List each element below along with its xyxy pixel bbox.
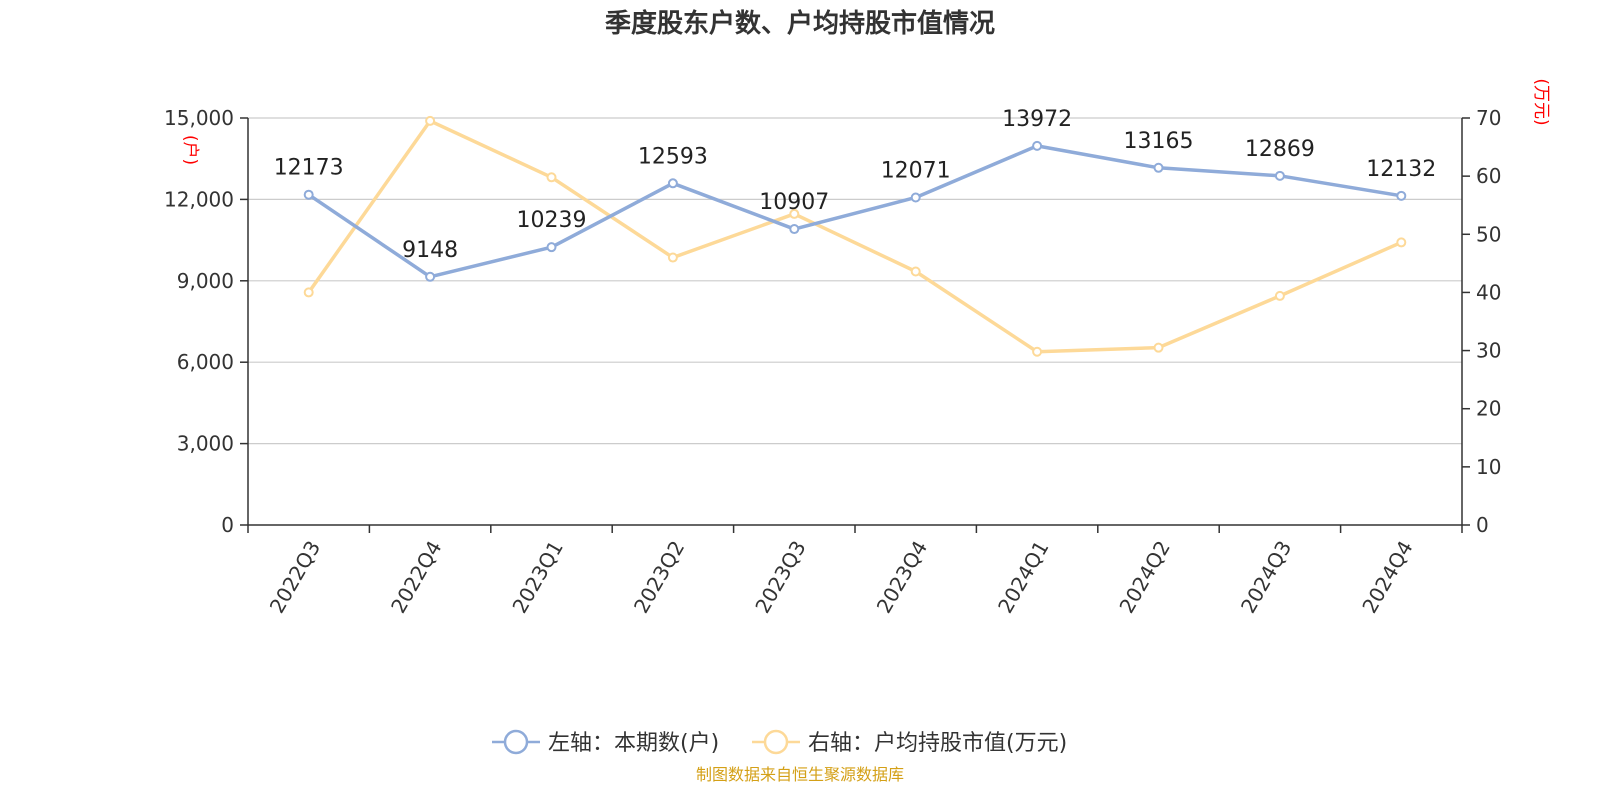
point-avg-value[interactable] [546,172,557,183]
x-tick-label: 2022Q4 [386,537,446,618]
data-label: 12071 [881,158,951,183]
point-holders[interactable] [1396,190,1407,201]
x-tick-label: 2023Q2 [629,537,689,618]
right-tick-label: 60 [1476,164,1501,188]
right-axis-unit-label: (万元) [1531,78,1551,125]
left-axis-unit-label: (户) [180,135,200,165]
left-tick-label: 3,000 [177,432,234,456]
legend-label: 左轴：本期数(户) [548,731,719,756]
left-tick-label: 0 [221,513,234,537]
right-axis-ticks: 0 10 20 30 40 50 60 70 [1462,106,1501,537]
legend-swatch-marker [763,729,789,755]
data-label: 12132 [1366,157,1436,182]
point-holders[interactable] [546,242,557,253]
x-tick-label: 2023Q1 [507,537,567,618]
data-label: 9148 [402,238,458,263]
x-tick-label: 2024Q2 [1114,537,1174,618]
point-avg-value[interactable] [910,266,921,277]
data-label: 10239 [517,208,587,233]
left-tick-label: 9,000 [177,269,234,293]
right-tick-label: 40 [1476,280,1501,304]
series-layer [303,115,1407,357]
x-tick-label: 2023Q3 [750,537,810,618]
grid-lines [248,117,1462,445]
point-avg-value[interactable] [303,287,314,298]
point-holders[interactable] [303,189,314,200]
right-tick-label: 10 [1476,455,1501,479]
data-label: 12869 [1245,137,1315,162]
legend-item[interactable]: 右轴：户均持股市值(万元) [752,729,1067,756]
left-tick-label: 12,000 [164,187,234,211]
data-label: 13972 [1002,107,1072,132]
x-tick-label: 2024Q3 [1236,537,1296,618]
left-tick-label: 6,000 [177,350,234,374]
point-avg-value[interactable] [425,115,436,126]
point-holders[interactable] [1274,170,1285,181]
point-avg-value[interactable] [1153,342,1164,353]
right-tick-label: 70 [1476,106,1501,130]
point-avg-value[interactable] [1032,346,1043,357]
right-tick-label: 30 [1476,339,1501,363]
x-tick-label: 2023Q4 [872,537,932,618]
left-axis-ticks: 0 3,000 6,000 9,000 12,000 15,000 [164,106,248,537]
point-holders[interactable] [1032,140,1043,151]
x-tick-label: 2024Q1 [993,537,1053,618]
right-tick-label: 50 [1476,222,1501,246]
legend-swatch-marker [503,729,529,755]
point-avg-value[interactable] [789,208,800,219]
point-holders[interactable] [910,192,921,203]
data-label: 13165 [1124,129,1194,154]
point-holders[interactable] [789,224,800,235]
legend-label: 右轴：户均持股市值(万元) [808,731,1067,756]
legend[interactable]: 左轴：本期数(户) 右轴：户均持股市值(万元) [492,729,1067,756]
source-note: 制图数据来自恒生聚源数据库 [696,765,904,784]
data-label: 12173 [274,156,344,181]
point-holders[interactable] [425,271,436,282]
point-holders[interactable] [667,178,678,189]
x-tick-label: 2022Q3 [265,537,325,618]
point-holders[interactable] [1153,162,1164,173]
data-label: 10907 [759,190,829,215]
point-avg-value[interactable] [667,252,678,263]
series-line-avg-value [307,119,1403,354]
chart-title: 季度股东户数、户均持股市值情况 [605,8,995,39]
data-label: 12593 [638,144,708,169]
point-avg-value[interactable] [1274,290,1285,301]
data-labels: 12173 9148 10239 12593 10907 12071 13972 13165 1… [274,107,1437,263]
x-axis-ticks: 2022Q3 2022Q4 2023Q1 2023Q2 2023Q3 2023Q4 2024… [247,525,1463,618]
point-avg-value[interactable] [1396,237,1407,248]
x-tick-label: 2024Q4 [1357,537,1417,618]
legend-item[interactable]: 左轴：本期数(户) [492,729,719,756]
right-tick-label: 20 [1476,397,1501,421]
right-tick-label: 0 [1476,513,1489,537]
left-tick-label: 15,000 [164,106,234,130]
series-line-holders [307,144,1402,279]
